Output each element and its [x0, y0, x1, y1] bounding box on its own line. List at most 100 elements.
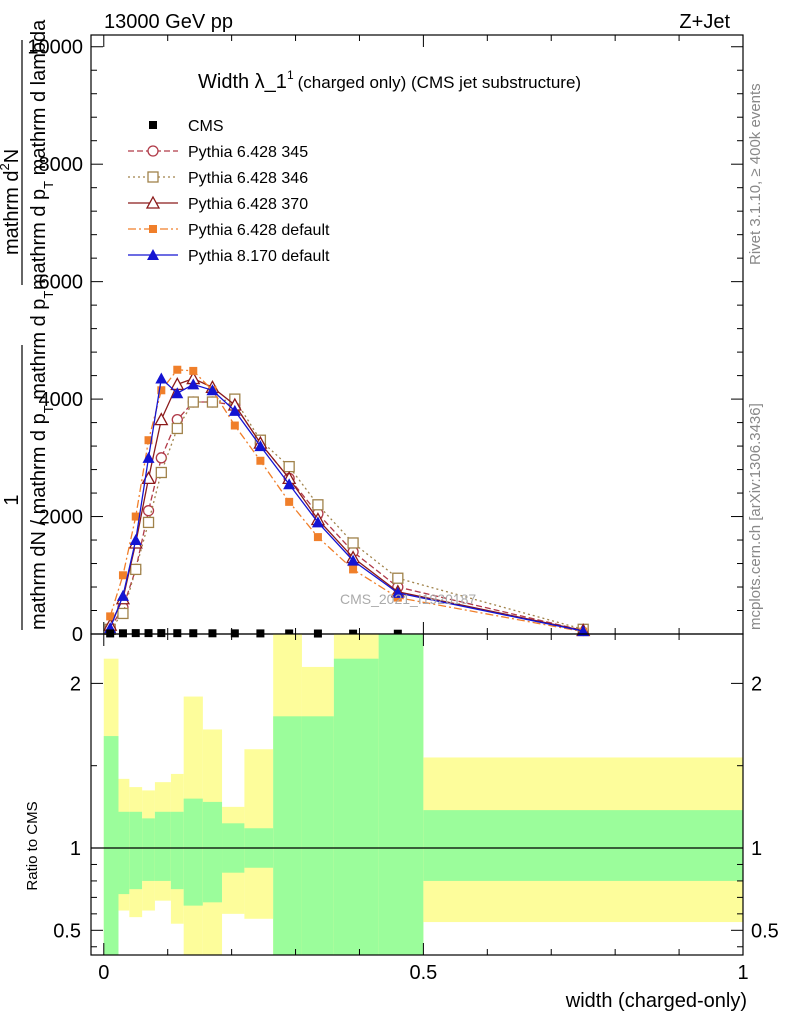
ratio-ytick-label: 2 [70, 673, 81, 695]
ratio-ytick-label: 1 [70, 838, 81, 860]
series-4-point [155, 372, 168, 384]
ylabel-pre-den-sub2: T [41, 291, 56, 299]
title-superscript: 1 [287, 68, 294, 82]
cms-point [208, 629, 217, 638]
series-2-point [154, 412, 169, 426]
series-1-point [117, 607, 129, 620]
ratio-inner-band-12 [333, 658, 379, 955]
series-1-point [283, 460, 295, 473]
x-tick-label: 1 [737, 962, 748, 984]
series-1-point [130, 563, 142, 576]
cms-point [131, 629, 140, 638]
legend-label: Pythia 6.428 345 [188, 144, 308, 161]
main-ytick-label: 4000 [39, 389, 84, 411]
series-3-point [118, 571, 127, 580]
series-4-point [187, 378, 200, 390]
main-series-layer [103, 365, 591, 638]
series-4-point [206, 384, 219, 396]
ylabel-pre-den-end: mathrm d p [28, 299, 50, 406]
chart-title: Width λ_11 (charged only) (CMS jet substr… [198, 68, 581, 93]
series-1-point [187, 396, 199, 408]
series-1-point [142, 516, 155, 529]
x-axis-label: width (charged-only) [565, 990, 747, 1012]
series-3-point [349, 565, 358, 574]
ratio-axes: 0.5 0.51 12 20 0.5 1 [53, 633, 779, 984]
legend-marker [147, 249, 159, 260]
ylabel-numerator: mathrm d2N [0, 149, 23, 255]
series-3-point [173, 365, 182, 374]
cms-point [144, 629, 153, 638]
ratio-ytick-label-right: 0.5 [751, 920, 779, 942]
ratio-inner-band-7 [202, 801, 223, 903]
rivet-version-text: Rivet 3.1.10, ≥ 400k events [747, 83, 764, 265]
series-3-point [144, 436, 153, 445]
series-1-point [155, 466, 167, 479]
cms-point [189, 629, 198, 638]
series-4-point [116, 589, 129, 601]
series-4-point [283, 478, 296, 490]
ratio-inner-band-0 [103, 736, 119, 955]
ylabel-denominator: mathrm d pT mathrm d lambda [28, 19, 56, 290]
series-3-point [285, 497, 294, 506]
cms-point [118, 629, 127, 638]
legend-marker [149, 121, 157, 129]
x-tick-label: 0 [98, 962, 109, 984]
ratio-ytick-label-right: 2 [751, 673, 762, 695]
main-ytick-label: 0 [72, 624, 83, 646]
series-4-point [311, 516, 324, 528]
legend-marker [147, 145, 159, 157]
ratio-inner-band-11 [301, 716, 334, 955]
ylabel-pre-den: mathrm dN / mathrm d p [28, 413, 50, 630]
title-rest: (charged only) (CMS jet substructure) [298, 73, 581, 92]
ratio-y-axis-label: Ratio to CMS [24, 801, 41, 890]
main-ytick-label: 6000 [39, 272, 84, 294]
ratio-inner-band-14 [423, 810, 743, 881]
series-4-point [142, 451, 155, 463]
series-4-point [347, 554, 360, 566]
header-left: 13000 GeV pp [104, 11, 233, 33]
ylabel-den-end: mathrm d lambda [28, 19, 50, 181]
ylabel-den-top: mathrm d p [28, 189, 50, 290]
main-axes: 0 2000 4000 6000 8000 10000 [27, 34, 744, 646]
legend-label: Pythia 6.428 default [188, 222, 330, 239]
main-y-axis-label: 1 mathrm dN / mathrm d pT mathrm d pT ma… [0, 19, 56, 630]
series-1-point [347, 537, 359, 549]
series-1-point [171, 422, 183, 435]
series-4-point [577, 625, 590, 637]
main-ytick-label: 10000 [27, 37, 83, 59]
series-3-point [313, 533, 322, 542]
legend-label: CMS [188, 118, 224, 135]
header-right: Z+Jet [679, 11, 730, 33]
legend-label: Pythia 6.428 346 [188, 170, 308, 187]
legend-marker [149, 225, 157, 233]
series-3-point [230, 421, 239, 430]
ratio-inner-band-1 [118, 811, 130, 895]
legend-label: Pythia 6.428 370 [188, 196, 308, 213]
ratio-inner-band-13 [378, 634, 424, 955]
ylabel-num-sup: 2 [0, 163, 12, 170]
ratio-inner-band-6 [183, 798, 203, 906]
series-line-1 [109, 398, 584, 630]
ylabel-pre-den-sub: T [41, 405, 56, 413]
ratio-inner-band-2 [129, 811, 143, 890]
series-3-point [256, 456, 265, 465]
ratio-frame [90, 633, 744, 956]
series-3-point [189, 366, 198, 375]
ratio-bands [91, 634, 743, 955]
series-4-point [129, 534, 142, 546]
series-4-point [171, 387, 184, 399]
series-3-point [157, 386, 166, 395]
ylabel-prefactor: 1 [1, 494, 23, 505]
cms-point [230, 629, 239, 638]
series-3-point [106, 612, 115, 621]
series-1-point [392, 572, 404, 584]
legend-marker [145, 195, 161, 209]
series-1-point [312, 499, 324, 511]
ratio-inner-band-4 [154, 811, 171, 881]
cms-point [157, 629, 166, 638]
legend: CMS Pythia 6.428 345 Pythia 6.428 346 Pythi… [128, 118, 330, 265]
mcplots-text: mcplots.cern.ch [arXiv:1306.3436] [747, 403, 764, 630]
x-tick-label: 0.5 [409, 962, 437, 984]
series-3-point [131, 512, 140, 521]
